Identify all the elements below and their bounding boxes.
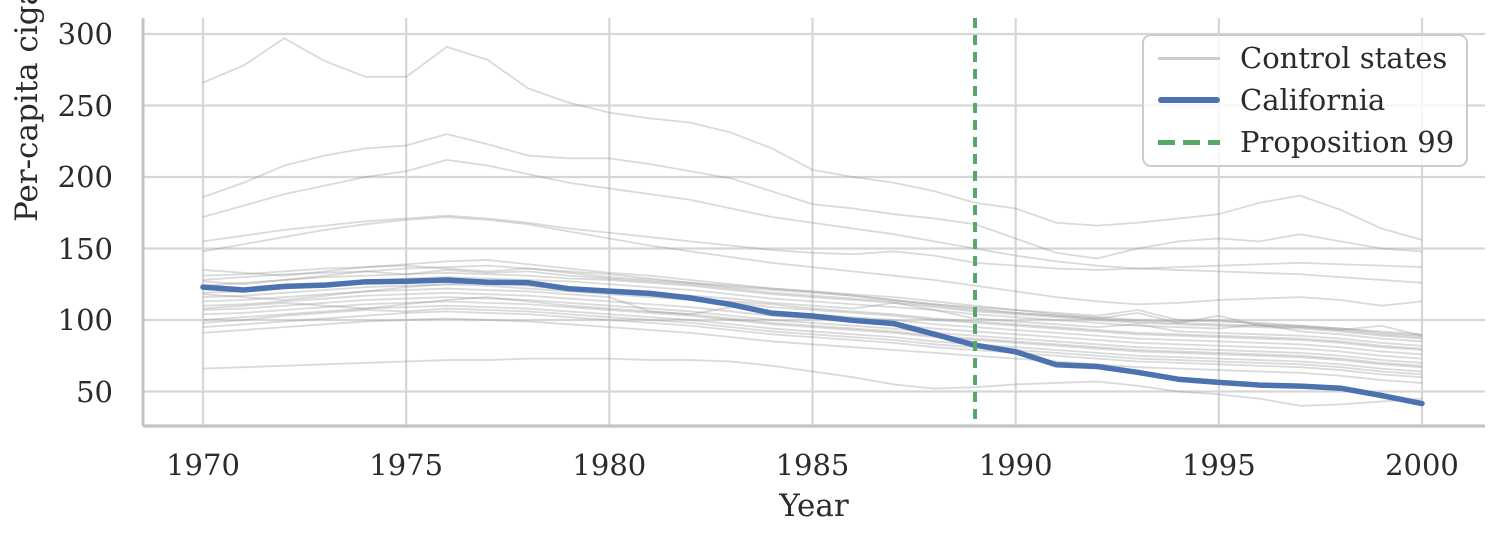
control-line-2 bbox=[202, 133, 1423, 260]
control-line-22 bbox=[202, 281, 1423, 350]
control-line-23 bbox=[202, 296, 1423, 367]
legend-item-california: California bbox=[1158, 79, 1466, 121]
x-tick-label-1985: 1985 bbox=[775, 448, 850, 482]
legend: Control states California Proposition 99 bbox=[1142, 34, 1468, 167]
x-axis-label: Year bbox=[779, 488, 849, 524]
y-tick-label-300: 300 bbox=[57, 17, 113, 51]
control-line-19 bbox=[202, 317, 1423, 384]
control-line-3 bbox=[202, 158, 1423, 284]
x-tick-label-1970: 1970 bbox=[166, 448, 240, 482]
control-line-6 bbox=[202, 259, 1423, 337]
y-tick-label-50: 50 bbox=[76, 374, 113, 409]
y-tick-label-100: 100 bbox=[57, 303, 113, 337]
control-line-5 bbox=[202, 216, 1423, 307]
legend-label-proposition-99: Proposition 99 bbox=[1240, 125, 1455, 159]
control-line-20 bbox=[202, 357, 1423, 407]
control-line-15 bbox=[202, 296, 1423, 364]
control-line-12 bbox=[202, 283, 1423, 351]
legend-line-sample-control bbox=[1158, 56, 1220, 60]
y-tick-label-250: 250 bbox=[57, 88, 113, 123]
legend-line-sample-proposition-99 bbox=[1158, 139, 1220, 145]
control-line-8 bbox=[202, 264, 1423, 336]
legend-line-sample-california bbox=[1158, 97, 1220, 103]
control-line-21 bbox=[202, 269, 1423, 337]
legend-item-proposition-99: Proposition 99 bbox=[1158, 121, 1466, 163]
control-line-24 bbox=[202, 307, 1423, 376]
legend-label-california: California bbox=[1240, 83, 1386, 117]
x-tick-label-1995: 1995 bbox=[1181, 448, 1256, 482]
legend-item-control-states: Control states bbox=[1158, 37, 1466, 79]
control-line-9 bbox=[202, 271, 1423, 340]
california-line bbox=[200, 277, 1425, 407]
control-line-17 bbox=[202, 304, 1423, 373]
control-line-16 bbox=[202, 300, 1423, 369]
control-line-4 bbox=[202, 214, 1423, 271]
control-line-1 bbox=[202, 37, 1423, 241]
control-line-18 bbox=[202, 310, 1423, 379]
x-tick-label-1980: 1980 bbox=[572, 448, 647, 482]
x-tick-label-2000: 2000 bbox=[1385, 448, 1459, 482]
y-tick-label-150: 150 bbox=[57, 231, 113, 266]
x-tick-label-1975: 1975 bbox=[369, 448, 444, 482]
x-tick-label-1990: 1990 bbox=[978, 448, 1053, 482]
y-tick-label-200: 200 bbox=[57, 160, 113, 194]
legend-label-control-states: Control states bbox=[1240, 41, 1448, 75]
control-line-7 bbox=[202, 264, 1423, 339]
